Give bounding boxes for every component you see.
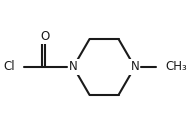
Text: CH₃: CH₃ — [166, 60, 187, 74]
Text: O: O — [41, 30, 50, 43]
Text: Cl: Cl — [3, 60, 15, 74]
Text: N: N — [130, 60, 139, 74]
Text: N: N — [69, 60, 78, 74]
